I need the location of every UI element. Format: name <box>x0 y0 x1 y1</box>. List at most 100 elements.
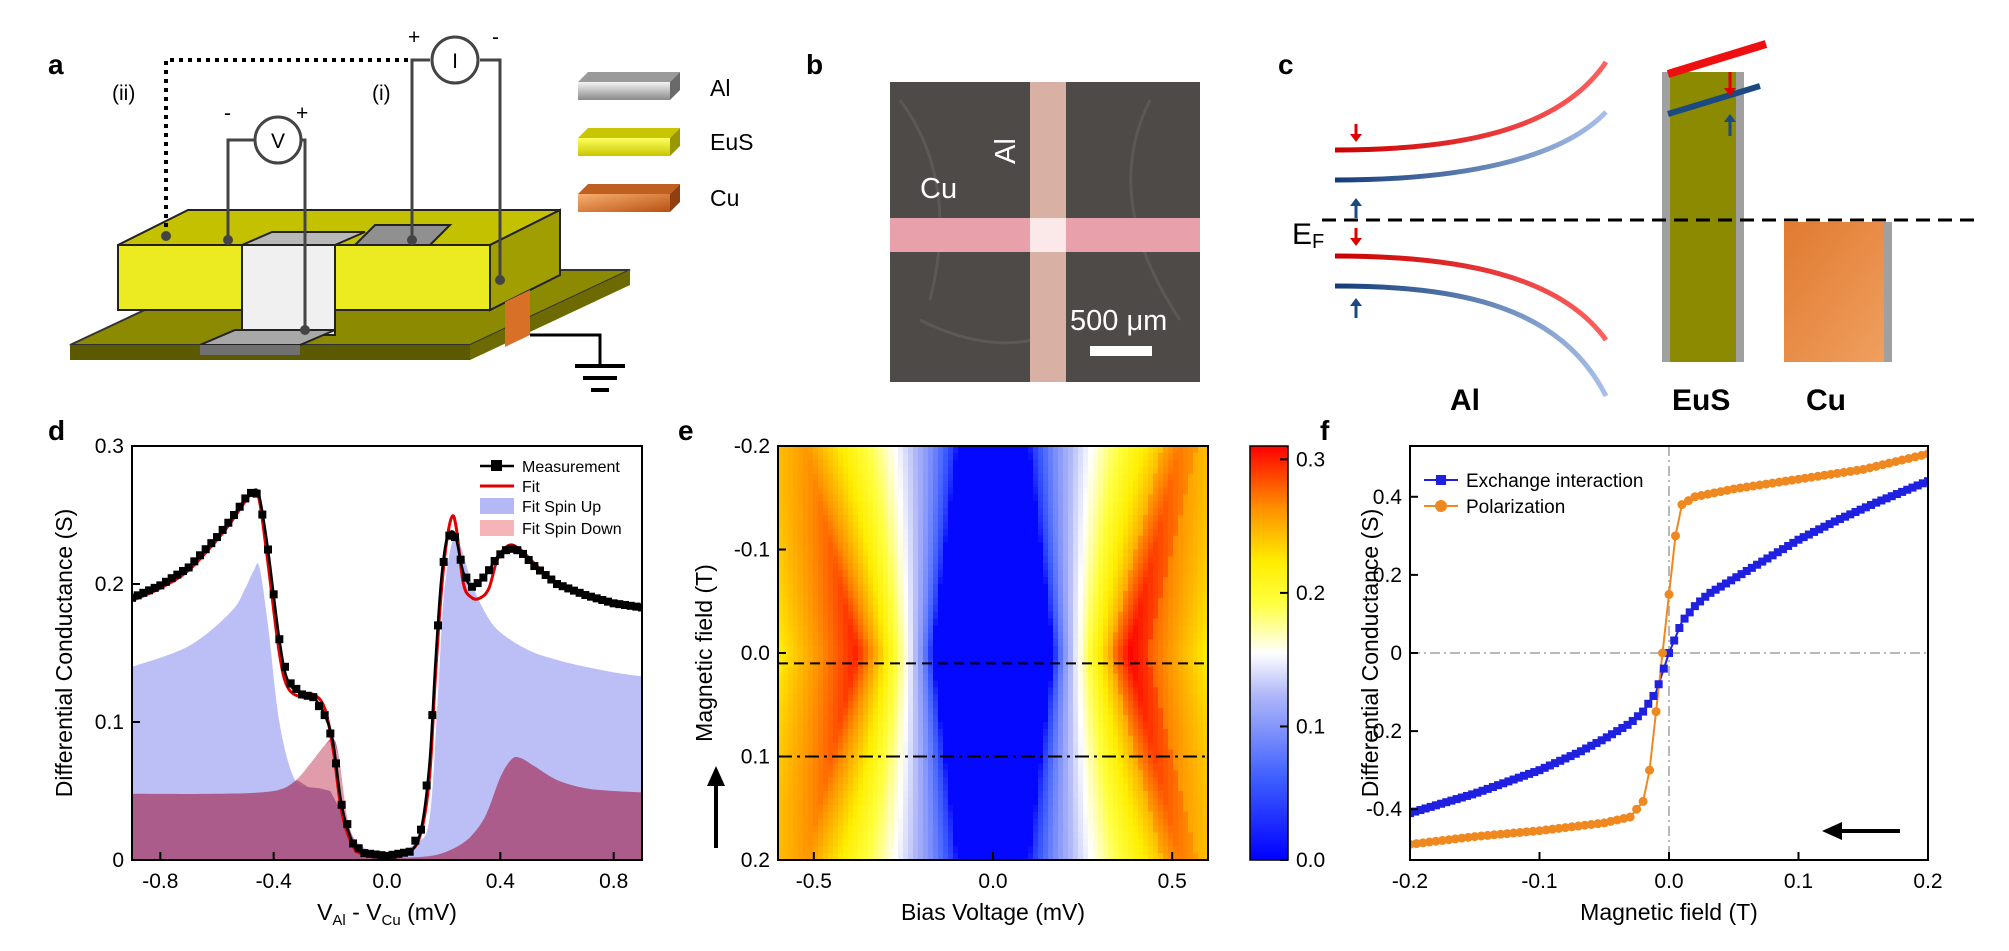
heatmap-cell <box>1068 590 1074 599</box>
heatmap-cell <box>928 818 934 827</box>
heatmap-cell <box>813 646 819 654</box>
heatmap-cell <box>878 556 884 565</box>
heatmap-cell <box>793 770 799 778</box>
heatmap-cell <box>858 473 864 482</box>
heatmap-cell <box>858 784 864 792</box>
heatmap-cell <box>978 625 984 634</box>
heatmap-cell <box>1093 487 1099 496</box>
heatmap-cell <box>833 584 839 592</box>
heatmap-cell <box>1008 487 1014 496</box>
heatmap-cell <box>1073 756 1079 765</box>
heatmap-cell <box>1143 473 1149 482</box>
heatmap-cell <box>873 459 879 468</box>
heatmap-cell <box>1018 680 1024 689</box>
heatmap-cell <box>1073 480 1079 489</box>
heatmap-cell <box>928 473 934 482</box>
heatmap-cell <box>783 666 789 675</box>
heatmap-cell <box>1148 521 1154 530</box>
heatmap-cell <box>1043 459 1049 468</box>
heatmap-cell <box>1043 542 1049 551</box>
heatmap-cell <box>863 680 869 689</box>
heatmap-cell <box>1038 521 1044 530</box>
heatmap-cell <box>818 501 824 509</box>
heatmap-cell <box>908 611 914 620</box>
heatmap-cell <box>803 763 809 772</box>
heatmap-cell <box>1113 804 1119 813</box>
heatmap-cell <box>993 459 999 468</box>
heatmap-cell <box>1163 604 1169 613</box>
heatmap-cell <box>953 508 959 516</box>
heatmap-cell <box>913 708 919 716</box>
heatmap-cell <box>878 446 884 454</box>
heatmap-cell <box>948 556 954 565</box>
heatmap-cell <box>1153 487 1159 496</box>
heatmap-cell <box>1033 521 1039 530</box>
heatmap-cell <box>888 570 894 578</box>
heatmap-cell <box>1003 639 1009 647</box>
heatmap-cell <box>873 715 879 723</box>
heatmap-cell <box>888 577 894 585</box>
heatmap-cell <box>1058 791 1064 799</box>
heatmap-cell <box>903 659 909 668</box>
heatmap-cell <box>1053 722 1059 730</box>
heatmap-cell <box>1083 549 1089 558</box>
heatmap-cell <box>918 459 924 468</box>
heatmap-cell <box>1103 742 1109 751</box>
heatmap-cell <box>1048 597 1054 606</box>
heatmap-cell <box>1018 749 1024 758</box>
heatmap-cell <box>838 556 844 565</box>
heatmap-cell <box>1073 646 1079 654</box>
heatmap-cell <box>1073 535 1079 544</box>
heatmap-cell <box>1098 804 1104 813</box>
heatmap-cell <box>1203 763 1208 772</box>
heatmap-cell <box>828 763 834 772</box>
heatmap-cell <box>1113 673 1119 682</box>
heatmap-cell <box>918 722 924 730</box>
heatmap-cell <box>813 687 819 696</box>
heatmap-cell <box>878 604 884 613</box>
heatmap-cell <box>1168 728 1174 737</box>
heatmap-cell <box>1003 680 1009 689</box>
heatmap-cell <box>1153 480 1159 489</box>
heatmap-cell <box>893 680 899 689</box>
heatmap-cell <box>1158 528 1164 537</box>
heatmap-cell <box>798 791 804 799</box>
heatmap-cell <box>1143 487 1149 496</box>
heatmap-cell <box>1148 791 1154 799</box>
heatmap-cell <box>973 673 979 682</box>
heatmap-cell <box>903 666 909 675</box>
heatmap-cell <box>1123 570 1129 578</box>
heatmap-cell <box>1098 666 1104 675</box>
heatmap-cell <box>923 584 929 592</box>
heatmap-cell <box>963 549 969 558</box>
heatmap-cell <box>1098 632 1104 640</box>
heatmap-cell <box>1018 728 1024 737</box>
heatmap-cell <box>1053 501 1059 509</box>
heatmap-cell <box>913 597 919 606</box>
spin-arrow-down-head <box>1350 238 1362 246</box>
heatmap-cell <box>928 459 934 468</box>
heatmap-cell <box>1183 735 1189 744</box>
heatmap-cell <box>898 584 904 592</box>
heatmap-cell <box>1148 535 1154 544</box>
heatmap-cell <box>1088 763 1094 772</box>
heatmap-cell <box>838 459 844 468</box>
heatmap-cell <box>993 528 999 537</box>
junction <box>1030 218 1066 252</box>
i-plus-sign: + <box>408 26 420 49</box>
heatmap-cell <box>1173 480 1179 489</box>
heatmap-cell <box>1123 804 1129 813</box>
heatmap-cell <box>1143 694 1149 703</box>
band-al-label: Al <box>1450 384 1480 417</box>
heatmap-cell <box>858 563 864 571</box>
heatmap-cell <box>868 597 874 606</box>
heatmap-cell <box>893 735 899 744</box>
heatmap-cell <box>1088 459 1094 468</box>
heatmap-cell <box>983 742 989 751</box>
heatmap-cell <box>973 542 979 551</box>
heatmap-cell <box>953 459 959 468</box>
heatmap-cell <box>798 756 804 765</box>
heatmap-cell <box>898 784 904 792</box>
heatmap-cell <box>933 570 939 578</box>
heatmap-cell <box>843 797 849 806</box>
